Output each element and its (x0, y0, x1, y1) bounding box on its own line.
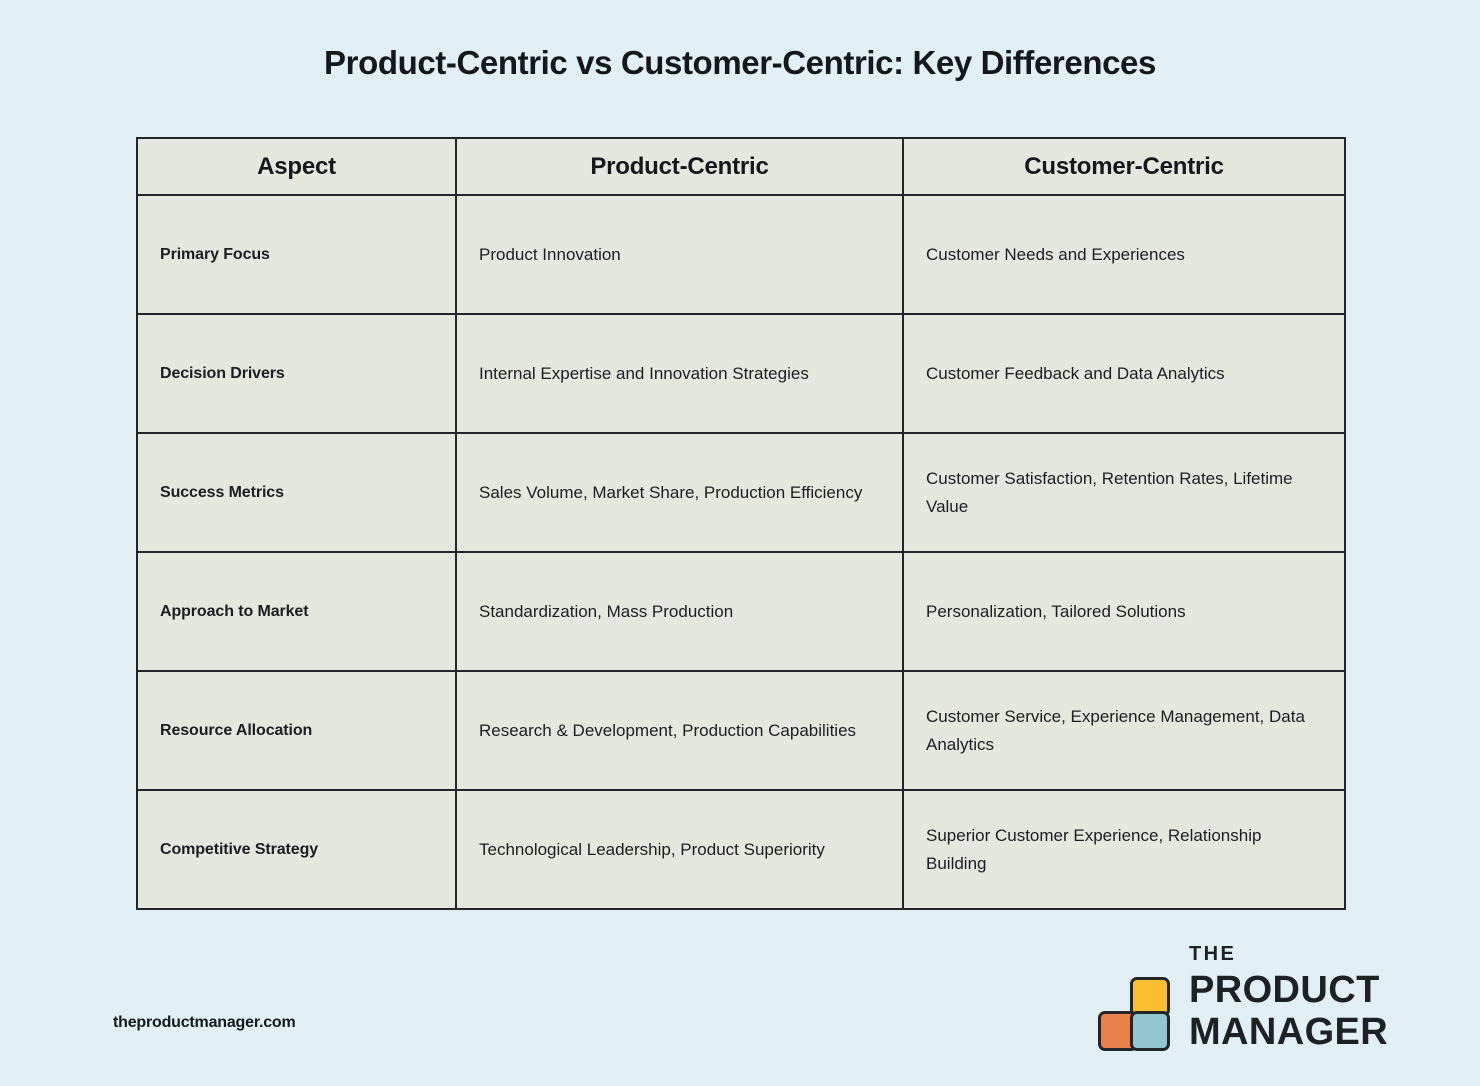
logo-square-blue-icon (1130, 1011, 1170, 1051)
table-body: Primary Focus Product Innovation Custome… (136, 194, 1346, 910)
comparison-table-container: Aspect Product-Centric Customer-Centric … (136, 137, 1346, 910)
cell-product-centric: Internal Expertise and Innovation Strate… (455, 313, 904, 434)
cell-product-centric: Technological Leadership, Product Superi… (455, 789, 904, 910)
table-row: Resource Allocation Research & Developme… (136, 670, 1346, 791)
cell-product-centric: Research & Development, Production Capab… (455, 670, 904, 791)
column-header-customer-centric: Customer-Centric (902, 137, 1346, 196)
cell-customer-centric: Customer Satisfaction, Retention Rates, … (902, 432, 1346, 553)
cell-aspect: Success Metrics (136, 432, 457, 553)
cell-product-centric: Standardization, Mass Production (455, 551, 904, 672)
cell-aspect: Resource Allocation (136, 670, 457, 791)
brand-wordmark: THE PRODUCT MANAGER (1189, 944, 1388, 1051)
footer-website-url: theproductmanager.com (113, 1014, 296, 1031)
cell-product-centric: Product Innovation (455, 194, 904, 315)
brand-line-product: PRODUCT (1189, 969, 1380, 1011)
cell-aspect: Competitive Strategy (136, 789, 457, 910)
cell-customer-centric: Superior Customer Experience, Relationsh… (902, 789, 1346, 910)
cell-customer-centric: Customer Needs and Experiences (902, 194, 1346, 315)
logo-blocks-icon (1098, 977, 1170, 1051)
table-header: Aspect Product-Centric Customer-Centric (136, 137, 1346, 196)
table-row: Primary Focus Product Innovation Custome… (136, 194, 1346, 315)
table-row: Success Metrics Sales Volume, Market Sha… (136, 432, 1346, 553)
column-header-product-centric: Product-Centric (455, 137, 904, 196)
column-header-aspect: Aspect (136, 137, 457, 196)
cell-aspect: Primary Focus (136, 194, 457, 315)
table-row: Approach to Market Standardization, Mass… (136, 551, 1346, 672)
cell-customer-centric: Customer Service, Experience Management,… (902, 670, 1346, 791)
cell-aspect: Decision Drivers (136, 313, 457, 434)
cell-customer-centric: Customer Feedback and Data Analytics (902, 313, 1346, 434)
page-title: Product-Centric vs Customer-Centric: Key… (324, 44, 1156, 81)
cell-customer-centric: Personalization, Tailored Solutions (902, 551, 1346, 672)
brand-logo: THE PRODUCT MANAGER (1098, 944, 1388, 1051)
cell-aspect: Approach to Market (136, 551, 457, 672)
cell-product-centric: Sales Volume, Market Share, Production E… (455, 432, 904, 553)
table-row: Decision Drivers Internal Expertise and … (136, 313, 1346, 434)
comparison-table: Aspect Product-Centric Customer-Centric … (136, 137, 1346, 910)
table-row: Competitive Strategy Technological Leade… (136, 789, 1346, 910)
table-header-row: Aspect Product-Centric Customer-Centric (136, 137, 1346, 196)
brand-line-manager: MANAGER (1189, 1011, 1389, 1053)
brand-line-the: THE (1189, 943, 1237, 965)
